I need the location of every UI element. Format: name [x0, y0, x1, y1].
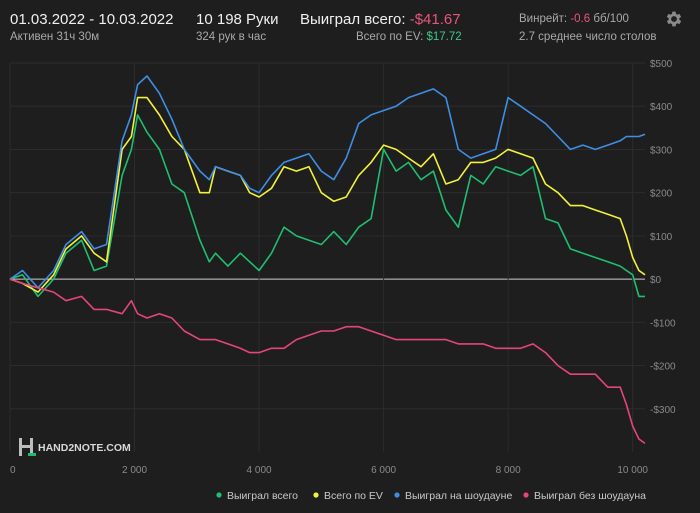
gear-icon[interactable] [664, 9, 684, 29]
series-line-1 [9, 96, 646, 293]
series-line-0 [9, 114, 645, 298]
y-tick-label: $500 [650, 59, 673, 70]
logo: HAND2NOTE.COM [19, 438, 131, 456]
x-tick-label: 8 000 [496, 465, 521, 476]
avg-tables: 2.7 среднее число столов [519, 31, 657, 43]
legend-marker [216, 492, 222, 498]
chart-legend: Выиграл всего Всего по EV Выиграл на шоуда… [216, 490, 646, 502]
ev-label: Всего по EV: [356, 31, 424, 43]
won-total-label: Выиграл всего: [300, 11, 406, 28]
chart-axes: $500 $400 $300 $200 $100 $0 -$100 -$200 -$300 0 2 … [10, 59, 676, 476]
x-tick-label: 2 000 [122, 465, 147, 476]
series-line-3 [9, 278, 646, 445]
winrate-value: -0.6 [570, 13, 591, 25]
legend-marker [313, 492, 319, 498]
ev-total: Всего по EV: $17.72 [356, 31, 462, 43]
ev-value: $17.72 [426, 31, 462, 43]
legend-marker [523, 492, 529, 498]
hands-per-hour: 324 рук в час [196, 31, 267, 43]
legend-label[interactable]: Всего по EV [324, 490, 383, 502]
won-total-value: -$41.67 [409, 11, 461, 28]
y-tick-label: $200 [650, 189, 673, 200]
chart-grid [9, 62, 645, 452]
x-tick-label: 4 000 [247, 465, 272, 476]
y-tick-label: $100 [650, 232, 673, 243]
x-tick-label: 10 000 [617, 465, 648, 476]
y-tick-label: $300 [650, 145, 673, 156]
y-tick-label: $400 [650, 102, 673, 113]
legend-label[interactable]: Выиграл всего [227, 490, 298, 502]
x-tick-label: 0 [10, 465, 16, 476]
y-tick-label: -$200 [650, 362, 676, 373]
winrate-label: Винрейт: [519, 13, 568, 25]
y-tick-label: $0 [650, 275, 662, 286]
winrate: Винрейт: -0.6 бб/100 [519, 13, 629, 25]
active-time: Активен 31ч 30м [10, 31, 100, 43]
legend-label[interactable]: Выиграл на шоудауне [405, 490, 512, 502]
series-line-2 [9, 75, 646, 289]
y-tick-label: -$300 [650, 405, 676, 416]
hands-count: 10 198 Руки [196, 11, 279, 28]
h2n-logo-icon [19, 438, 36, 456]
legend-label[interactable]: Выиграл без шоудауна [534, 490, 646, 502]
x-tick-label: 6 000 [371, 465, 396, 476]
winrate-unit: бб/100 [593, 13, 629, 25]
chart-series [9, 75, 646, 445]
legend-marker [394, 492, 400, 498]
date-range[interactable]: 01.03.2022 - 10.03.2022 [10, 11, 174, 28]
won-total: Выиграл всего: -$41.67 [300, 11, 461, 28]
logo-text: HAND2NOTE.COM [38, 442, 131, 454]
y-tick-label: -$100 [650, 318, 676, 329]
